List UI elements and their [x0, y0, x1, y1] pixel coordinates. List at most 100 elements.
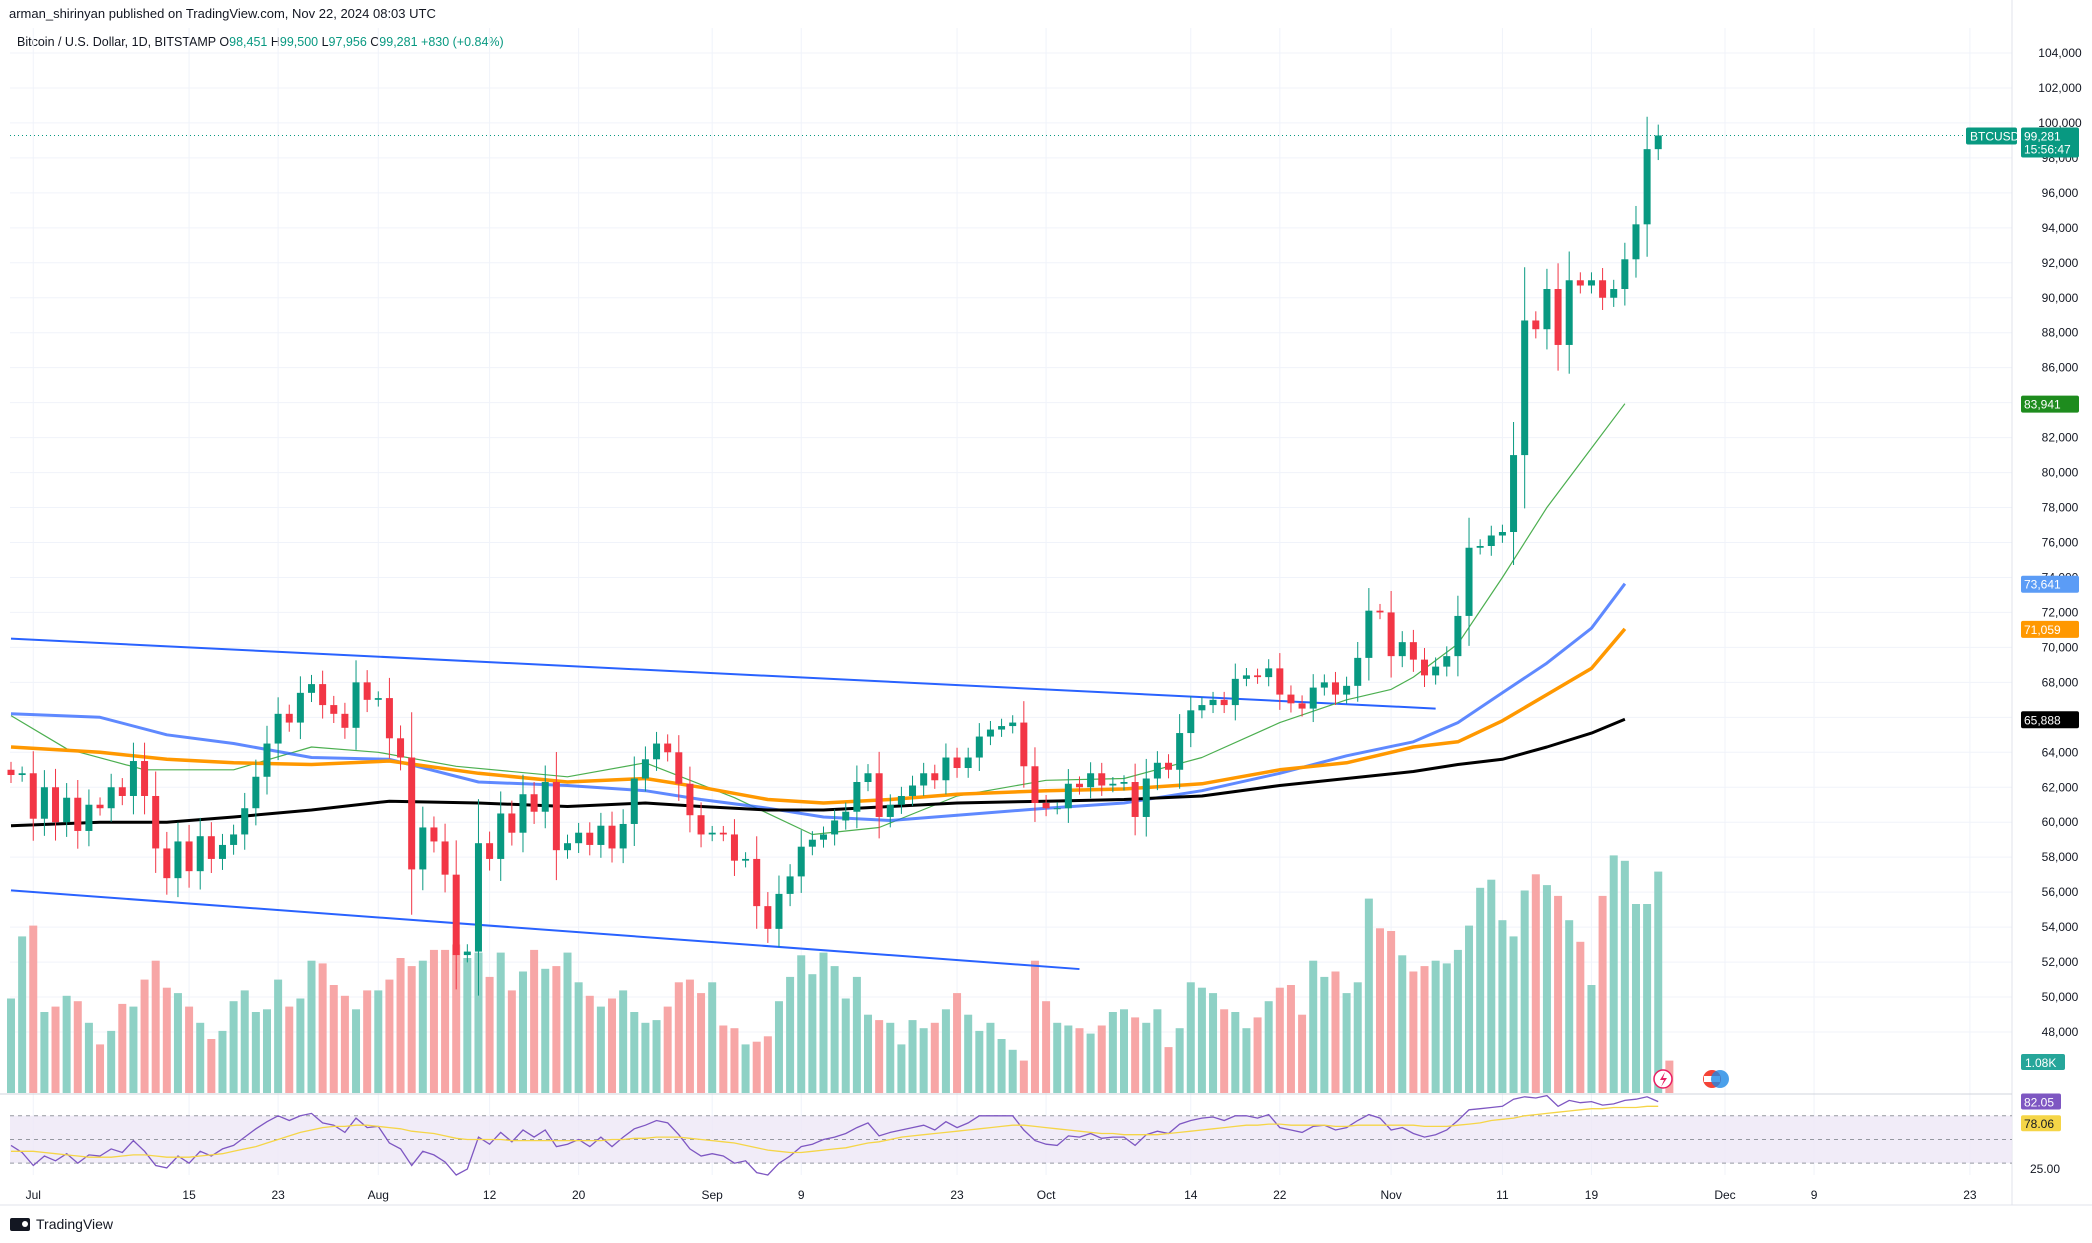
- volume-bar: [1286, 985, 1295, 1093]
- candle-body: [486, 843, 494, 859]
- volume-bar: [663, 1006, 672, 1093]
- y-tick-label: 76,000: [2042, 536, 2079, 550]
- volume-bar: [285, 1006, 294, 1093]
- volume-bar: [418, 960, 427, 1093]
- tradingview-brand[interactable]: TradingView: [10, 1216, 113, 1232]
- tradingview-logo-icon: [10, 1217, 30, 1231]
- candle-body: [174, 841, 182, 879]
- candle-body: [719, 832, 727, 835]
- candle-body: [1565, 280, 1573, 345]
- volume-bar: [1476, 887, 1485, 1093]
- candle-body: [575, 832, 583, 844]
- candle-body: [1421, 659, 1429, 676]
- volume-bar: [363, 990, 372, 1093]
- volume-bar: [808, 974, 817, 1093]
- volume-bar: [719, 1025, 728, 1093]
- candle-body: [1053, 808, 1061, 810]
- rsi-ma-tag-value: 78.06: [2024, 1117, 2054, 1131]
- volume-bar: [340, 995, 349, 1093]
- price-tag-value: 99,281: [2024, 129, 2061, 143]
- change-value: +830 (+0.84%): [421, 35, 504, 49]
- x-tick-label: 23: [1963, 1188, 1977, 1202]
- volume-bar: [1609, 855, 1618, 1093]
- candle-body: [463, 951, 471, 956]
- volume-bar: [1576, 941, 1585, 1093]
- candle-body: [1153, 762, 1161, 779]
- candle-body: [808, 839, 816, 847]
- volume-bar: [352, 1009, 361, 1093]
- volume-bar: [29, 925, 38, 1093]
- rsi-line: [10, 1094, 1659, 1176]
- volume-bar: [162, 987, 171, 1093]
- volume-bar: [1220, 1009, 1229, 1093]
- candle-body: [886, 804, 894, 817]
- candle-body: [641, 759, 649, 779]
- candle-body: [1198, 705, 1206, 711]
- volume-bar: [218, 1030, 227, 1093]
- x-tick-label: 23: [271, 1188, 285, 1202]
- candle-body: [1532, 320, 1540, 330]
- candle-body: [430, 827, 438, 842]
- y-tick-label: 100,000: [2038, 116, 2082, 130]
- volume-bar: [1253, 1017, 1262, 1093]
- y-tick-label: 50,000: [2042, 990, 2079, 1004]
- candle-body: [508, 813, 516, 833]
- volume-bar: [685, 979, 694, 1093]
- x-tick-label: 9: [1811, 1188, 1818, 1202]
- volume-bar: [385, 979, 394, 1093]
- candle-body: [85, 804, 93, 831]
- candle-body: [564, 843, 571, 851]
- candle-body: [519, 794, 527, 833]
- candle-body: [541, 782, 549, 812]
- candle-body: [397, 738, 405, 758]
- volume-bar: [396, 958, 405, 1093]
- candle-body: [1087, 773, 1095, 788]
- symbol-tag-label: BTCUSD: [1970, 129, 2020, 143]
- volume-bar: [173, 993, 182, 1093]
- y-tick-label: 52,000: [2042, 955, 2079, 969]
- volume-bar: [941, 1009, 950, 1093]
- volume-bar: [641, 1022, 650, 1093]
- candle-body: [742, 858, 750, 861]
- x-tick-label: 12: [483, 1188, 497, 1202]
- candle-body: [141, 761, 149, 796]
- candle-body: [330, 705, 338, 714]
- candle-body: [1576, 280, 1584, 286]
- candle-body: [319, 684, 327, 706]
- sma_black-line: [10, 717, 1626, 828]
- volume-bar: [1030, 960, 1039, 1093]
- volume-bar: [1353, 982, 1362, 1093]
- candle-body: [7, 769, 15, 776]
- volume-bar: [1231, 1012, 1240, 1093]
- candle-body: [207, 836, 215, 859]
- candle-body: [897, 795, 905, 805]
- volume-bar: [1631, 904, 1640, 1093]
- brand-label: TradingView: [36, 1216, 114, 1232]
- volume-bar: [129, 1006, 138, 1093]
- candle-body: [653, 743, 661, 760]
- volume-bar: [229, 1001, 238, 1093]
- candle-body: [675, 752, 683, 784]
- volume-bar: [318, 963, 327, 1093]
- volume-bar: [585, 995, 594, 1093]
- volume-bar: [930, 1022, 939, 1093]
- volume-bar: [518, 971, 527, 1093]
- candle-body: [998, 726, 1006, 730]
- candle-body: [1176, 733, 1184, 770]
- candle-body: [1354, 657, 1362, 686]
- volume-bar: [596, 1006, 605, 1093]
- candle-body: [474, 843, 482, 952]
- y-tick-label: 88,000: [2042, 326, 2079, 340]
- volume-bar: [374, 990, 383, 1093]
- volume-bar: [563, 952, 572, 1093]
- volume-tag: [2021, 1054, 2065, 1070]
- y-tick-label: 96,000: [2042, 186, 2079, 200]
- candle-body: [241, 808, 249, 835]
- volume-bar: [1164, 1047, 1173, 1093]
- volume-bar: [1542, 885, 1551, 1093]
- volume-bar: [897, 1044, 906, 1093]
- candle-body: [708, 832, 716, 835]
- y-tick-label: 60,000: [2042, 815, 2079, 829]
- candle-body: [1254, 675, 1262, 678]
